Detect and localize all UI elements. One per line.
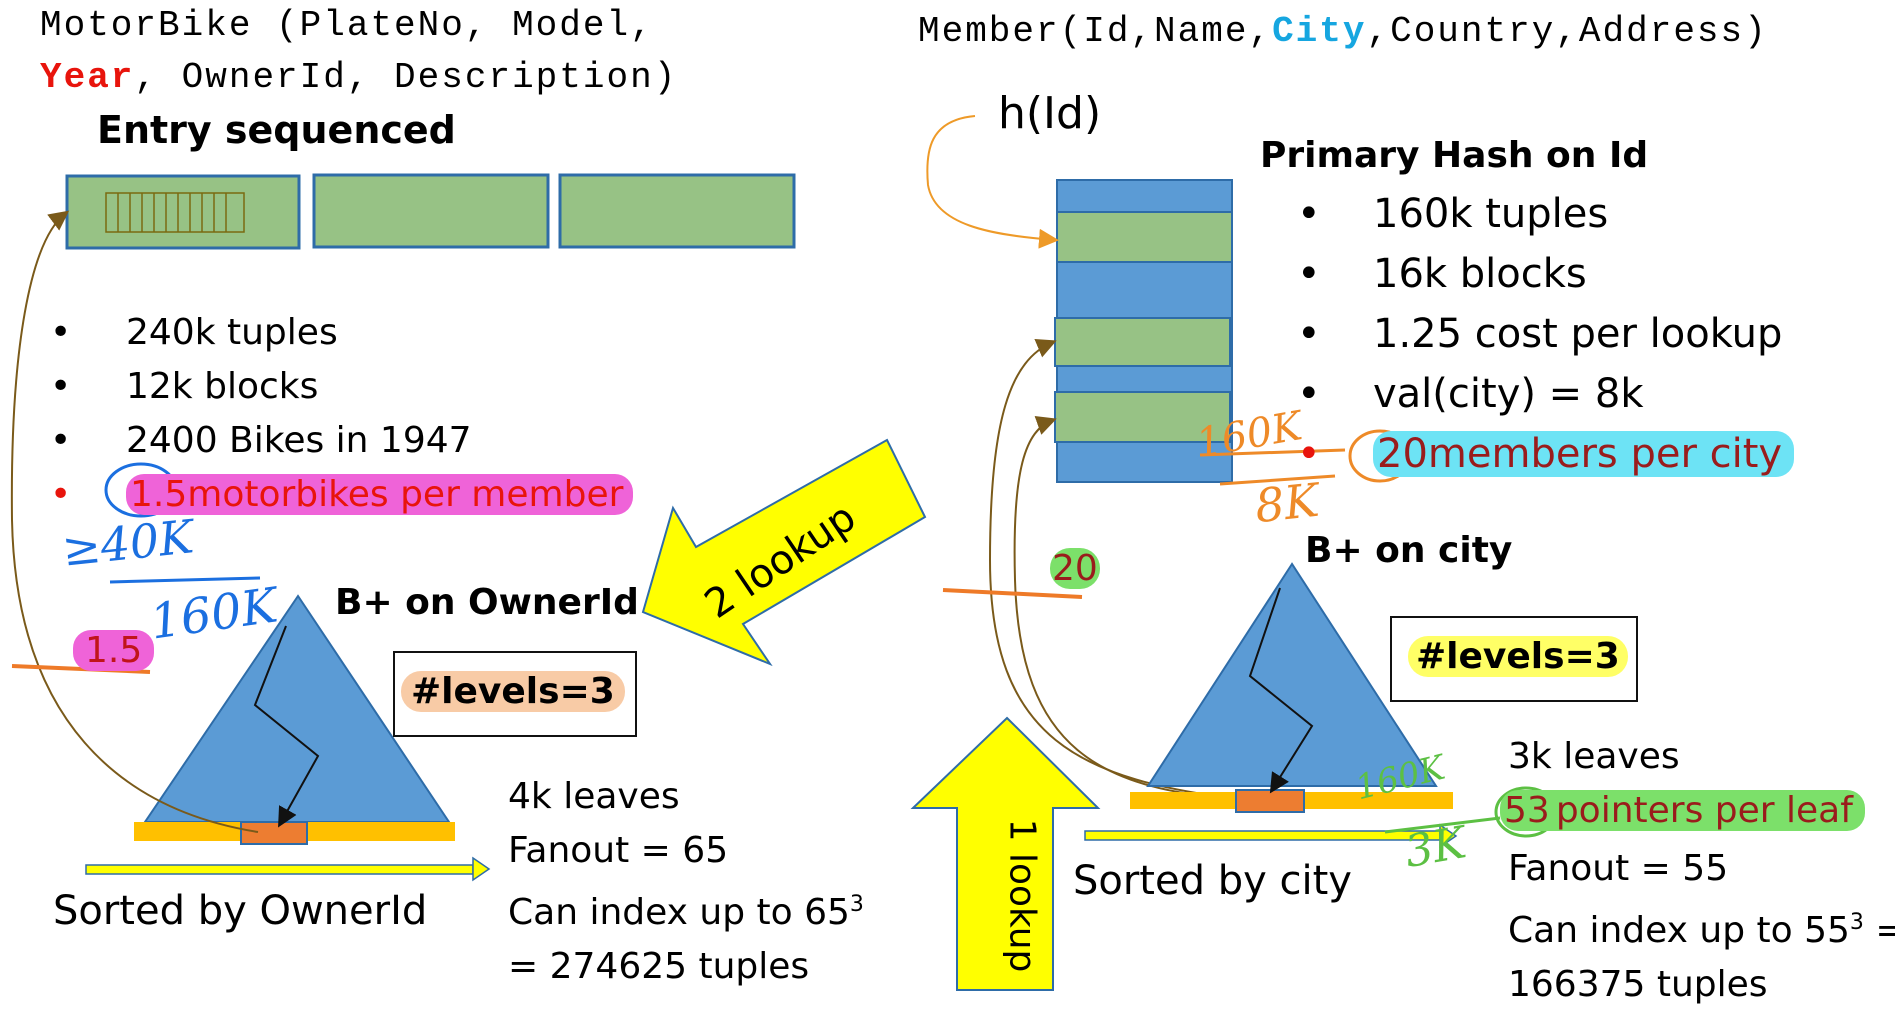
- search-path-right: [1248, 587, 1314, 794]
- stat-tuples: = 274625 tuples: [508, 946, 810, 987]
- tree-triangle-right: [1146, 562, 1438, 787]
- stat-capacity: Can index up to 653: [508, 878, 864, 940]
- pointer-curve-2: [1013, 415, 1246, 801]
- data-block-3: [558, 173, 796, 249]
- stat-fanout-right: Fanout = 55: [1508, 848, 1729, 889]
- levels-label-left: #levels=3: [401, 671, 625, 712]
- fraction-line-leaf: [1384, 816, 1501, 834]
- levels-box-left: #levels=3: [393, 651, 637, 737]
- list-item: 12k blocks: [50, 360, 633, 414]
- stat-capacity-right-text: Can index up to 55: [1508, 910, 1850, 951]
- city-index-stats: Fanout = 55 Can index up to 553 = 166375…: [1508, 842, 1895, 1012]
- list-item: val(city) = 8k: [1297, 364, 1794, 424]
- pointer-curve-1: [988, 338, 1246, 801]
- motorbike-schema-prefix: MotorBike (PlateNo, Model,: [40, 5, 654, 46]
- list-item-highlighted: 20members per city: [1297, 424, 1795, 484]
- ownerid-index-stats: 4k leaves Fanout = 65 Can index up to 65…: [508, 770, 864, 994]
- pointers-per-leaf-text: pointers per leaf: [1555, 790, 1853, 831]
- motorbike-stats-list: 240k tuples 12k blocks 2400 Bikes in 194…: [50, 306, 634, 522]
- sorted-by-city-label: Sorted by city: [1073, 858, 1352, 904]
- members-per-city-text: members per city: [1427, 431, 1783, 477]
- annotation-20: 20: [1050, 548, 1100, 589]
- arrow-1-lookup: [910, 716, 1101, 991]
- strike-middle: [942, 588, 1083, 599]
- motorbike-schema-suffix: , OwnerId, Description): [134, 57, 678, 98]
- pointer-to-block-curve: [10, 210, 259, 833]
- member-schema: Member(Id,Name,City,Country,Address): [918, 6, 1768, 58]
- list-item-highlighted: 1.5motorbikes per member: [50, 468, 634, 522]
- member-key-attr: City: [1272, 11, 1367, 52]
- sort-arrow-left: [85, 864, 474, 875]
- tuple-slots: [105, 192, 245, 233]
- list-item: 1.25 cost per lookup: [1297, 304, 1794, 364]
- bplus-tree-city: [1084, 562, 1458, 849]
- hash-fn-curve: [926, 115, 1059, 249]
- stat-capacity-right-exp: 3: [1849, 910, 1864, 935]
- bplus-city-title: B+ on city: [1305, 530, 1513, 571]
- levels-box-right: #levels=3: [1390, 616, 1638, 702]
- member-schema-suffix: ,Country,Address): [1366, 11, 1768, 52]
- handwritten-8k: 8K: [1252, 472, 1322, 534]
- list-item: 2400 Bikes in 1947: [50, 414, 633, 468]
- search-path-left: [253, 625, 320, 828]
- bplus-tree-ownerid: [85, 594, 491, 882]
- primary-hash-title: Primary Hash on Id: [1260, 135, 1649, 176]
- bikes-per-member-text: motorbikes per member: [187, 474, 624, 515]
- stat-tuples-right: 166375 tuples: [1508, 964, 1768, 1005]
- member-stats-list: 160k tuples 16k blocks 1.25 cost per loo…: [1297, 184, 1795, 484]
- stat-capacity-text: Can index up to 65: [508, 892, 850, 933]
- handwritten-3k-leaf: 3K: [1401, 817, 1470, 878]
- leaf-block-right: [1235, 789, 1305, 813]
- annotation-1-5: 1.5: [73, 630, 155, 671]
- hash-function-label: h(Id): [998, 88, 1102, 139]
- bikes-per-member-value: 1.5: [130, 474, 188, 515]
- pointers-per-leaf: 53 pointers per leaf: [1500, 790, 1865, 831]
- data-block-2: [312, 173, 550, 249]
- member-schema-prefix: Member(Id,Name,: [918, 11, 1273, 52]
- members-per-city-value: 20: [1377, 431, 1428, 477]
- bplus-ownerid-title: B+ on OwnerId: [335, 582, 639, 623]
- hash-bucket-green-2: [1054, 317, 1231, 367]
- stat-capacity-exp: 3: [849, 892, 864, 917]
- entry-sequenced-title: Entry sequenced: [97, 108, 456, 152]
- hash-bucket-green-1: [1056, 211, 1233, 263]
- sorted-by-ownerid-label: Sorted by OwnerId: [53, 888, 428, 934]
- motorbike-key-attr: Year: [40, 57, 135, 98]
- arrow-2-lookup: [641, 438, 927, 667]
- list-item: 16k blocks: [1297, 244, 1794, 304]
- motorbike-schema: MotorBike (PlateNo, Model, Year, OwnerId…: [40, 0, 677, 104]
- stat-leaves-right: 3k leaves: [1508, 736, 1680, 777]
- hash-file: [1054, 179, 1233, 483]
- entry-sequenced-blocks: [65, 173, 796, 250]
- stat-leaves: 4k leaves: [508, 776, 680, 817]
- stat-capacity-right-eq: =: [1875, 910, 1895, 951]
- fraction-line-left: [109, 576, 261, 584]
- levels-label-right: #levels=3: [1408, 636, 1628, 677]
- stat-fanout: Fanout = 65: [508, 830, 729, 871]
- pointers-per-leaf-value: 53: [1504, 790, 1550, 831]
- list-item: 160k tuples: [1297, 184, 1794, 244]
- list-item: 240k tuples: [50, 306, 633, 360]
- leaf-block-left: [240, 821, 308, 845]
- data-block-1: [65, 174, 301, 250]
- strike-left: [11, 664, 151, 674]
- arrow-1-lookup-label: 1 lookup: [1001, 818, 1043, 973]
- stat-capacity-right: Can index up to 553 =: [1508, 896, 1895, 958]
